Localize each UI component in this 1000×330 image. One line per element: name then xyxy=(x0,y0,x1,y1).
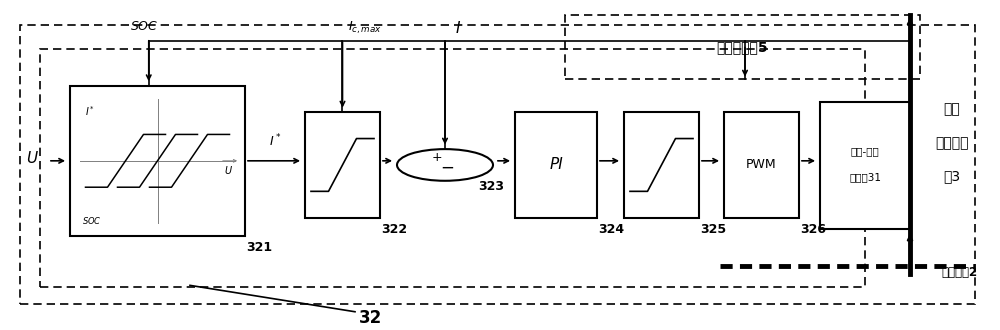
Text: PI: PI xyxy=(549,157,563,173)
Text: 322: 322 xyxy=(381,222,407,236)
Text: 32: 32 xyxy=(358,309,382,327)
Text: $U$: $U$ xyxy=(224,164,233,176)
Text: 325: 325 xyxy=(700,222,726,236)
Text: $I^*$: $I^*$ xyxy=(85,104,95,118)
Text: 直流-直流: 直流-直流 xyxy=(851,146,879,156)
Text: 323: 323 xyxy=(479,180,505,193)
Bar xyxy=(70,86,245,236)
Bar xyxy=(565,15,920,79)
Bar xyxy=(20,25,975,304)
Bar xyxy=(515,112,597,218)
Bar xyxy=(724,112,799,218)
Text: 直流母线2: 直流母线2 xyxy=(942,266,978,279)
Text: $SOC$: $SOC$ xyxy=(130,20,158,33)
Text: $-$: $-$ xyxy=(440,157,454,175)
Circle shape xyxy=(397,149,493,181)
Text: $I_{c,max}$: $I_{c,max}$ xyxy=(348,20,382,36)
Text: $U$: $U$ xyxy=(26,149,38,166)
Bar xyxy=(305,112,380,218)
Text: 置3: 置3 xyxy=(943,170,961,183)
Bar xyxy=(820,102,910,229)
Bar xyxy=(624,112,699,218)
Text: 直流: 直流 xyxy=(944,102,960,116)
Text: 324: 324 xyxy=(598,222,624,236)
Text: 321: 321 xyxy=(246,241,272,254)
Text: 变换器31: 变换器31 xyxy=(849,172,881,182)
Text: 充放电装: 充放电装 xyxy=(935,137,969,150)
Text: $SOC$: $SOC$ xyxy=(82,215,102,226)
Text: $I$: $I$ xyxy=(455,20,461,36)
Text: $I^*$: $I^*$ xyxy=(269,133,281,149)
Text: $+$: $+$ xyxy=(431,151,443,164)
Text: 326: 326 xyxy=(800,222,826,236)
Bar xyxy=(40,50,865,287)
Text: 可储能设备5: 可储能设备5 xyxy=(717,40,768,54)
Text: PWM: PWM xyxy=(746,158,777,172)
